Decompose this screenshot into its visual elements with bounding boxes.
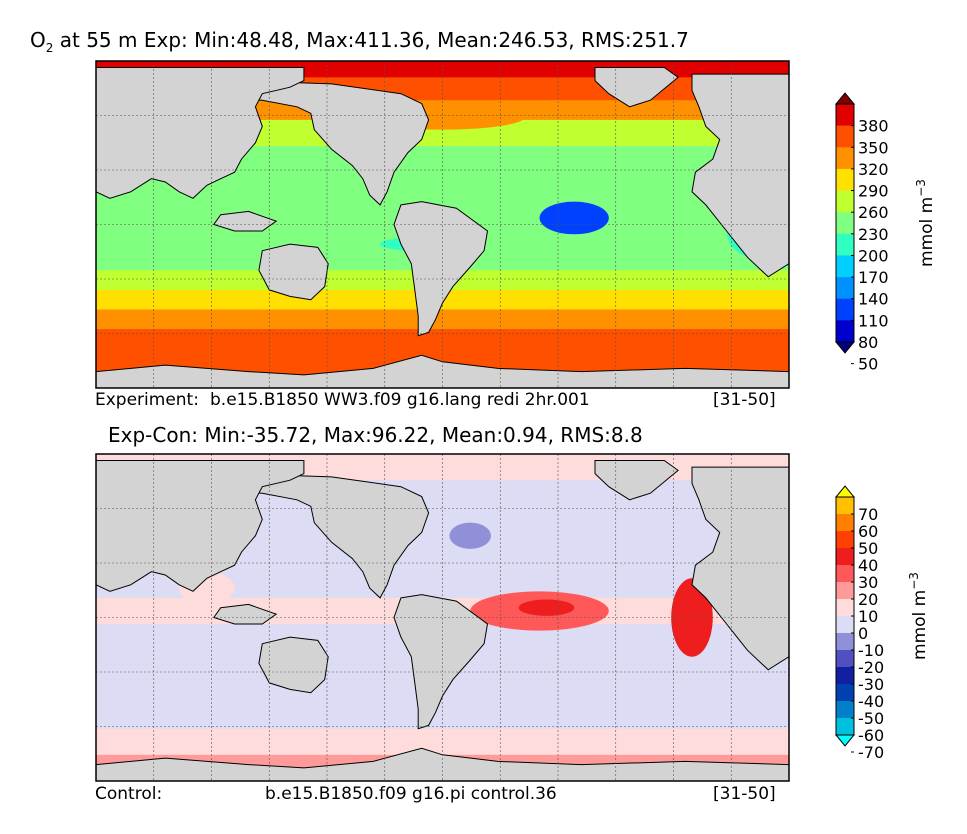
colorbar-unit-label: mmol m−3 bbox=[907, 572, 930, 660]
land-europe-africa bbox=[691, 73, 789, 278]
colorbar-segment bbox=[836, 147, 854, 170]
colorbar-segment bbox=[836, 233, 854, 256]
colorbar-unit-exponent: −3 bbox=[914, 179, 928, 197]
colorbar-segment bbox=[836, 565, 854, 583]
colorbar-segment bbox=[836, 548, 854, 566]
top-footer-right: [31-50] bbox=[713, 390, 776, 410]
colorbar-tick-label: 140 bbox=[858, 290, 889, 309]
benguela-anomaly bbox=[671, 578, 713, 657]
colorbar-segment bbox=[836, 718, 854, 736]
colorbar-tick-label: 200 bbox=[858, 246, 889, 265]
colorbar-segment bbox=[836, 190, 854, 213]
top-footer-left: Experiment: bbox=[95, 390, 199, 410]
colorbar-tick-label: 60 bbox=[858, 522, 878, 541]
colorbar-tick-label: 110 bbox=[858, 311, 889, 330]
bottom-footer-right: [31-50] bbox=[713, 784, 776, 804]
colorbar-tick-label: -70 bbox=[858, 743, 884, 762]
land-australia bbox=[258, 243, 329, 301]
land-asia bbox=[96, 460, 305, 592]
colorbar-segment bbox=[836, 599, 854, 617]
colorbar-segment bbox=[836, 650, 854, 668]
bottom-map bbox=[95, 453, 790, 782]
map-field bbox=[96, 61, 789, 388]
bottom-footer-center: b.e15.B1850.f09 g16.pi control.36 bbox=[265, 784, 557, 804]
colorbar-tick-label: 80 bbox=[858, 333, 878, 352]
colorbar-tick-label: 50 bbox=[858, 355, 878, 374]
colorbar-segment bbox=[836, 616, 854, 634]
colorbar-segment bbox=[836, 514, 854, 532]
colorbar-extend-max bbox=[834, 92, 856, 105]
map-frame bbox=[95, 60, 790, 389]
colorbar-tick-label: 350 bbox=[858, 138, 889, 157]
land-antarctica bbox=[96, 747, 789, 781]
colorbar-unit-exponent: −3 bbox=[907, 572, 921, 590]
top-colorbar: 380 350 320 290 260 230 200 170 140 110 80 50 mmol m… bbox=[834, 92, 937, 374]
colorbar-unit-text: mmol m bbox=[917, 197, 937, 267]
map-frame bbox=[95, 453, 790, 782]
top-footer-center: b.e15.B1850 WW3.f09 g16.lang redi 2hr.00… bbox=[210, 390, 590, 410]
colorbar-segment bbox=[836, 277, 854, 300]
map-field bbox=[96, 454, 789, 781]
land-south-america bbox=[393, 201, 489, 337]
colorbar-tick-label: 170 bbox=[858, 268, 889, 287]
colorbar-segment bbox=[836, 667, 854, 685]
colorbar-tick-label: 30 bbox=[858, 573, 878, 592]
colorbar-tick-label: 230 bbox=[858, 225, 889, 244]
colorbar-tick-label: 50 bbox=[858, 539, 878, 558]
colorbar-tick-label: -60 bbox=[858, 726, 884, 745]
colorbar-tick-label: -30 bbox=[858, 675, 884, 694]
colorbar-tick-label: -50 bbox=[858, 709, 884, 728]
bottom-footer-left: Control: bbox=[95, 784, 163, 804]
colorbar-tick-label: 290 bbox=[858, 182, 889, 201]
land-antarctica bbox=[96, 354, 789, 388]
land-asia bbox=[96, 67, 305, 199]
colorbar-extend-min bbox=[834, 734, 856, 747]
land-europe-africa bbox=[691, 466, 789, 671]
colorbar-segment bbox=[836, 582, 854, 600]
colorbar-tick-label: -10 bbox=[858, 641, 884, 660]
colorbar-segment bbox=[836, 684, 854, 702]
colorbar-unit-text: mmol m bbox=[910, 590, 930, 660]
colorbar-segment bbox=[836, 212, 854, 235]
negative-anomaly-zone bbox=[449, 522, 492, 549]
land-south-america bbox=[393, 594, 489, 730]
top-map bbox=[95, 60, 790, 389]
colorbar-segment bbox=[836, 125, 854, 148]
colorbar-tick-label: 380 bbox=[858, 117, 889, 136]
colorbar-tick-label: 40 bbox=[858, 556, 878, 575]
top-map-title: O2 at 55 m Exp: Min:48.48, Max:411.36, M… bbox=[30, 28, 689, 55]
colorbar-frame bbox=[835, 103, 855, 343]
colorbar-tick-label: -20 bbox=[858, 658, 884, 677]
colorbar-segment bbox=[836, 104, 854, 126]
colorbar-tick-label: -40 bbox=[858, 692, 884, 711]
colorbar-extend-max bbox=[834, 485, 856, 498]
colorbar-tick-label: 320 bbox=[858, 160, 889, 179]
colorbar-segment bbox=[836, 255, 854, 278]
colorbar-segment bbox=[836, 531, 854, 549]
colorbar-segment bbox=[836, 320, 854, 343]
colorbar-segment bbox=[836, 633, 854, 651]
strong-anomaly-zone bbox=[518, 599, 575, 616]
colorbar-segment bbox=[836, 497, 854, 515]
colorbar-tick-label: 20 bbox=[858, 590, 878, 609]
colorbar-tick-label: 70 bbox=[858, 505, 878, 524]
colorbar-unit-label: mmol m−3 bbox=[914, 179, 937, 267]
colorbar-tick-label: 0 bbox=[858, 624, 868, 643]
colorbar-segment bbox=[836, 168, 854, 191]
colorbar-tick-label: 260 bbox=[858, 203, 889, 222]
bottom-map-title: Exp-Con: Min:-35.72, Max:96.22, Mean:0.9… bbox=[108, 423, 643, 447]
colorbar-tick-label: 10 bbox=[858, 607, 878, 626]
land-australia bbox=[258, 636, 329, 694]
colorbar-segment bbox=[836, 701, 854, 719]
low-oxygen-zone bbox=[539, 201, 609, 235]
colorbar-extend-min bbox=[834, 341, 856, 354]
colorbar-segment bbox=[836, 298, 854, 321]
